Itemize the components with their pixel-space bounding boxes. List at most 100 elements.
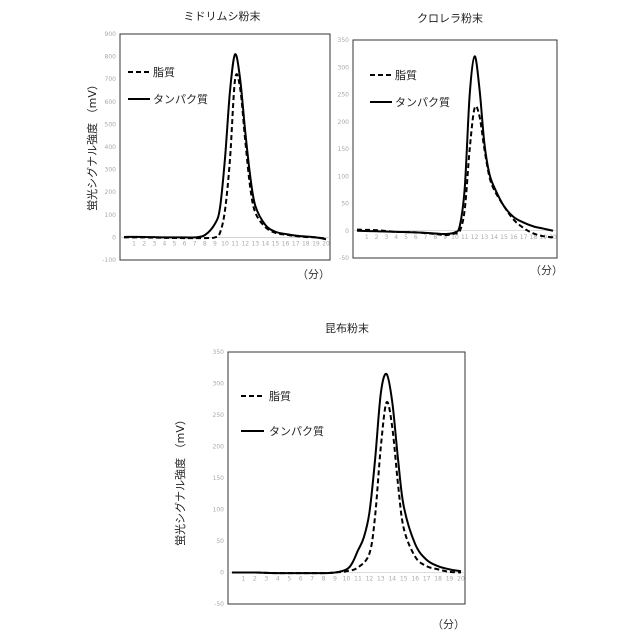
y-tick-label: 400	[105, 144, 117, 151]
y-tick-label: 800	[105, 54, 117, 61]
x-tick-label: 12	[241, 240, 249, 247]
y-tick-label: 0	[220, 570, 224, 577]
y-tick-label: 350	[338, 37, 350, 44]
legend: 脂質 タンパク質	[241, 389, 324, 438]
x-tick-label: 10	[343, 576, 351, 583]
x-tick-label: 3	[384, 234, 388, 241]
x-tick-label: 17	[520, 234, 528, 241]
y-tick-label: 150	[213, 475, 225, 482]
x-tick-label: 16	[411, 576, 419, 583]
y-tick-label: 100	[213, 507, 225, 514]
series-line-protein	[356, 55, 554, 236]
x-tick-label: 6	[414, 234, 418, 241]
x-tick-label: 11	[231, 240, 239, 247]
x-tick-label: 6	[183, 240, 187, 247]
x-tick-label: 1	[365, 234, 369, 241]
y-axis-label: 蛍光シグナル強度 （mV）	[173, 414, 187, 546]
x-tick-label: 2	[253, 576, 257, 583]
x-tick-label: 19	[446, 576, 454, 583]
legend-label-lipid: 脂質	[395, 68, 417, 82]
y-tick-label: 0	[112, 234, 116, 241]
x-tick-label: 1	[132, 240, 136, 247]
y-tick-label: 200	[213, 444, 225, 451]
x-tick-label: 9	[213, 240, 217, 247]
x-tick-label: 14	[490, 234, 498, 241]
series-line-lipid	[231, 401, 462, 575]
x-tick-label: 17	[292, 240, 300, 247]
legend-label-lipid: 脂質	[153, 65, 175, 79]
x-tick-label: 3	[152, 240, 156, 247]
y-tick-label: 600	[105, 99, 117, 106]
y-tick-label: 50	[216, 538, 224, 545]
chart-title: クロレラ粉末	[417, 11, 483, 25]
x-tick-label: 13	[251, 240, 259, 247]
x-tick-label: 15	[272, 240, 280, 247]
legend-label-lipid: 脂質	[269, 389, 291, 403]
y-tick-label: 200	[338, 119, 350, 126]
x-tick-label: 2	[375, 234, 379, 241]
y-tick-label: 0	[345, 228, 349, 235]
x-tick-label: 18	[434, 576, 442, 583]
x-tick-label: 4	[162, 240, 166, 247]
y-tick-label: 150	[338, 146, 350, 153]
series-line-protein	[231, 372, 462, 575]
x-axis-unit: （分）	[432, 618, 465, 631]
chart-chlorella: クロレラ粉末 （分） 脂質 タンパク質 -50 0 50 100 150 200 250 30…	[338, 11, 563, 277]
plot-frame	[352, 39, 558, 259]
y-tick-label: 200	[105, 189, 117, 196]
x-tick-label: 16	[282, 240, 290, 247]
y-tick-label: 250	[213, 412, 225, 419]
x-tick-label: 3	[264, 576, 268, 583]
x-tick-label: 9	[333, 576, 337, 583]
x-tick-label: 17	[423, 576, 431, 583]
x-tick-label: 2	[142, 240, 146, 247]
x-tick-label: 13	[481, 234, 489, 241]
x-tick-label: 7	[310, 576, 314, 583]
x-tick-label: 10	[451, 234, 459, 241]
x-tick-label: 16	[510, 234, 518, 241]
x-tick-label: 1	[242, 576, 246, 583]
y-axis-label: 蛍光シグナル強度 （mV）	[85, 79, 99, 211]
y-tick-label: 300	[338, 64, 350, 71]
y-tick-label: 100	[338, 173, 350, 180]
x-tick-label: 8	[203, 240, 207, 247]
legend-label-protein: タンパク質	[269, 424, 324, 438]
x-tick-label: 10	[221, 240, 229, 247]
x-tick-label: 8	[433, 234, 437, 241]
x-tick-label: 15	[500, 234, 508, 241]
y-tick-label: -100	[102, 257, 116, 264]
y-tick-label: 700	[105, 76, 117, 83]
legend-label-protein: タンパク質	[395, 95, 450, 109]
x-tick-label: 8	[322, 576, 326, 583]
y-tick-label: 900	[105, 31, 117, 38]
x-tick-label: 15	[400, 576, 408, 583]
y-tick-label: -50	[214, 601, 224, 608]
x-tick-label: 18	[302, 240, 310, 247]
y-tick-label: 250	[338, 92, 350, 99]
x-tick-label: 20	[457, 576, 465, 583]
legend: 脂質 タンパク質	[370, 68, 450, 109]
y-tick-label: 300	[213, 381, 225, 388]
x-tick-label: 19	[312, 240, 320, 247]
series-line-lipid	[356, 105, 554, 239]
x-tick-label: 20	[549, 234, 557, 241]
x-tick-label: 5	[173, 240, 177, 247]
x-tick-label: 11	[461, 234, 469, 241]
x-tick-label: 4	[276, 576, 280, 583]
x-tick-label: 19	[539, 234, 547, 241]
y-tick-label: 300	[105, 167, 117, 174]
legend-label-protein: タンパク質	[153, 92, 208, 106]
x-tick-label: 20	[322, 240, 330, 247]
x-tick-label: 11	[354, 576, 362, 583]
x-tick-label: 12	[366, 576, 374, 583]
x-tick-label: 9	[443, 234, 447, 241]
x-axis-unit: （分）	[297, 268, 330, 281]
x-tick-label: 14	[388, 576, 396, 583]
x-tick-label: 4	[394, 234, 398, 241]
x-tick-label: 13	[377, 576, 385, 583]
x-tick-label: 14	[262, 240, 270, 247]
